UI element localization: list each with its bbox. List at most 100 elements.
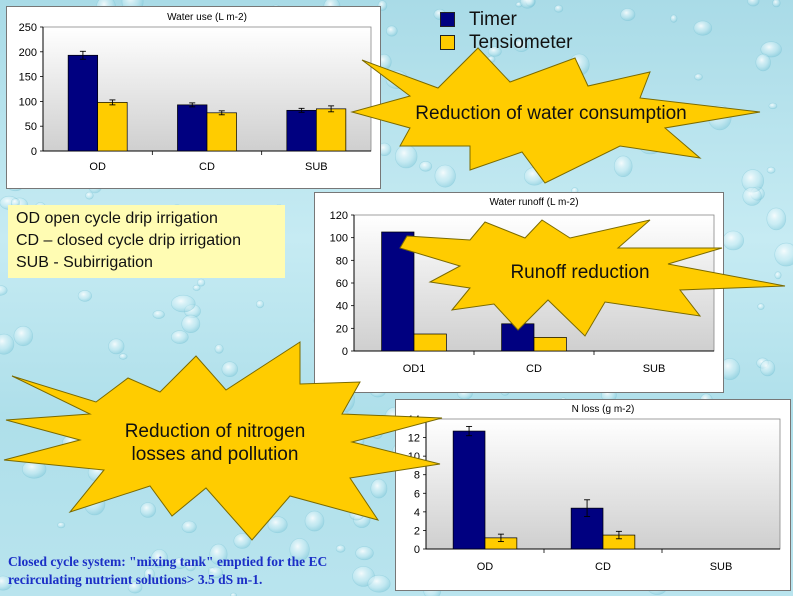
water-drop bbox=[62, 434, 83, 451]
bar-timer bbox=[501, 323, 535, 352]
water-drop bbox=[349, 509, 365, 521]
chart-title: Water use (L m-2) bbox=[167, 12, 247, 23]
water-drop bbox=[233, 533, 251, 549]
y-tick-label: 14 bbox=[408, 414, 420, 426]
water-drop bbox=[57, 521, 66, 529]
water-drop bbox=[490, 76, 514, 99]
water-drop bbox=[568, 53, 590, 76]
n-loss-chart: N loss (g m-2) 0 2 4 6 8 10 12 14 OD CD SUB bbox=[395, 399, 791, 591]
y-tick-label: 100 bbox=[19, 96, 37, 108]
y-tick-label: 100 bbox=[330, 233, 348, 245]
water-drop bbox=[766, 207, 787, 231]
water-drop bbox=[230, 592, 237, 596]
water-drop bbox=[152, 310, 165, 319]
water-drop bbox=[613, 155, 633, 178]
y-tick-label: 200 bbox=[19, 47, 37, 59]
legend-swatch-timer bbox=[440, 12, 455, 27]
water-drop bbox=[118, 353, 128, 360]
water-drop bbox=[173, 557, 187, 569]
category-label: SUB bbox=[305, 161, 328, 173]
water-drop bbox=[772, 0, 781, 8]
water-drop bbox=[766, 166, 776, 174]
water-drop bbox=[171, 294, 196, 313]
y-tick-label: 8 bbox=[414, 470, 420, 482]
definition-cd: CD – closed cycle drip irrigation bbox=[16, 232, 241, 249]
water-drop bbox=[434, 164, 456, 188]
water-reduction-text: Reduction of water consumption bbox=[415, 103, 687, 124]
water-drop bbox=[620, 8, 636, 21]
water-drop bbox=[759, 360, 776, 377]
water-drop bbox=[519, 0, 536, 9]
y-tick-label: 6 bbox=[414, 488, 420, 500]
water-drop bbox=[0, 285, 8, 296]
bar-tensiometer bbox=[413, 333, 447, 352]
water-drop bbox=[395, 144, 418, 169]
water-drop bbox=[622, 78, 632, 85]
y-tick-label: 0 bbox=[414, 544, 420, 556]
water-drop bbox=[127, 581, 143, 594]
bar-timer bbox=[177, 104, 208, 152]
category-label: CD bbox=[199, 161, 215, 173]
water-drop bbox=[670, 14, 678, 23]
chart-title: Water runoff (L m-2) bbox=[489, 197, 578, 208]
water-drop bbox=[150, 549, 169, 568]
bar-timer bbox=[286, 109, 317, 152]
category-label: CD bbox=[595, 561, 611, 573]
water-drop bbox=[22, 459, 47, 479]
water-drop bbox=[87, 463, 111, 483]
legend-label-tensiometer: Tensiometer bbox=[469, 31, 573, 53]
water-drop bbox=[576, 90, 586, 101]
water-drop bbox=[523, 167, 545, 186]
water-drop bbox=[768, 102, 778, 110]
water-drop bbox=[0, 575, 12, 591]
water-drop bbox=[708, 104, 732, 131]
y-tick-label: 0 bbox=[31, 146, 37, 158]
water-drop bbox=[209, 543, 228, 566]
water-drop bbox=[240, 479, 256, 495]
water-drop bbox=[214, 344, 224, 354]
bar-timer bbox=[452, 430, 486, 550]
water-drop bbox=[197, 278, 206, 287]
water-drop bbox=[335, 544, 346, 553]
water-drop bbox=[171, 330, 189, 344]
water-drop bbox=[742, 186, 762, 206]
footnote-line1: Closed cycle system: "mixing tank" empti… bbox=[8, 554, 328, 569]
y-tick-label: 40 bbox=[336, 301, 348, 313]
water-drop bbox=[760, 41, 782, 58]
legend-item-timer: Timer bbox=[440, 8, 573, 31]
water-drop bbox=[355, 546, 374, 561]
y-tick-label: 4 bbox=[414, 507, 420, 519]
water-drop bbox=[722, 230, 744, 251]
y-tick-label: 120 bbox=[330, 210, 348, 222]
category-label: OD bbox=[89, 161, 106, 173]
water-drop bbox=[774, 242, 793, 267]
water-drop bbox=[367, 574, 391, 593]
y-tick-label: 150 bbox=[19, 72, 37, 84]
water-drop bbox=[221, 361, 239, 378]
water-drop bbox=[409, 128, 418, 138]
y-tick-label: 2 bbox=[414, 525, 420, 537]
water-drop bbox=[513, 84, 532, 100]
bar-tensiometer bbox=[97, 102, 128, 152]
water-drop bbox=[693, 20, 713, 36]
water-drop bbox=[181, 520, 197, 534]
footnote: Closed cycle system: "mixing tank" empti… bbox=[8, 553, 393, 589]
water-drop bbox=[143, 567, 155, 581]
water-drop bbox=[192, 284, 201, 291]
water-drop bbox=[205, 469, 228, 491]
water-drop bbox=[181, 314, 201, 334]
category-label: SUB bbox=[710, 561, 733, 573]
water-drop bbox=[462, 75, 482, 96]
y-tick-label: 60 bbox=[336, 278, 348, 290]
water-drop bbox=[385, 70, 409, 89]
y-tick-label: 50 bbox=[25, 121, 37, 133]
nitrogen-reduction-text: Reduction of nitrogen losses and polluti… bbox=[110, 420, 320, 466]
footnote-line2: recirculating nutrient solutions> 3.5 dS… bbox=[8, 572, 263, 587]
water-drop bbox=[84, 492, 106, 516]
nitrogen-text-line1: Reduction of nitrogen bbox=[124, 421, 306, 442]
water-drop bbox=[255, 300, 264, 309]
y-tick-label: 0 bbox=[342, 346, 348, 358]
runoff-reduction-text: Runoff reduction bbox=[510, 262, 650, 283]
water-drop bbox=[694, 73, 703, 81]
water-drop bbox=[503, 121, 528, 145]
